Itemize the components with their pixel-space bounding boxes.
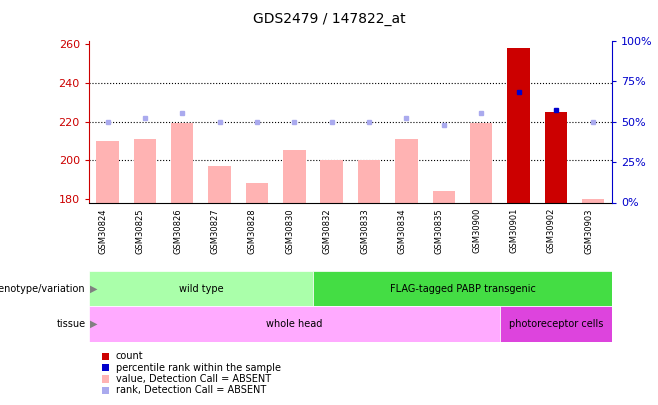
Text: ▶: ▶ [90, 284, 97, 294]
Bar [395, 139, 418, 202]
Bar [545, 112, 567, 202]
Bar [89, 306, 500, 342]
Text: GSM30902: GSM30902 [547, 208, 556, 254]
Text: tissue: tissue [57, 319, 86, 329]
Bar [96, 141, 118, 202]
Text: GSM30835: GSM30835 [435, 208, 443, 254]
Bar [432, 191, 455, 202]
Text: ▶: ▶ [90, 319, 97, 329]
Text: wild type: wild type [178, 284, 223, 294]
Bar [582, 198, 605, 202]
Text: count: count [116, 352, 143, 361]
Text: percentile rank within the sample: percentile rank within the sample [116, 363, 281, 373]
Bar [500, 306, 612, 342]
Bar [245, 183, 268, 202]
Text: GSM30828: GSM30828 [248, 208, 257, 254]
Text: GSM30830: GSM30830 [286, 208, 294, 254]
Text: rank, Detection Call = ABSENT: rank, Detection Call = ABSENT [116, 386, 266, 395]
Text: GSM30827: GSM30827 [211, 208, 220, 254]
Text: GSM30833: GSM30833 [360, 208, 369, 254]
Bar [134, 139, 156, 202]
Bar [313, 271, 612, 306]
Bar [358, 160, 380, 202]
Text: GSM30832: GSM30832 [322, 208, 332, 254]
Bar [507, 48, 530, 202]
Bar [89, 271, 313, 306]
Bar [283, 150, 305, 202]
Bar [209, 166, 231, 202]
Text: GSM30825: GSM30825 [136, 208, 145, 254]
Text: photoreceptor cells: photoreceptor cells [509, 319, 603, 329]
Text: GSM30903: GSM30903 [584, 208, 594, 254]
Bar [470, 124, 492, 202]
Text: GDS2479 / 147822_at: GDS2479 / 147822_at [253, 12, 405, 26]
Text: whole head: whole head [266, 319, 322, 329]
Text: GSM30834: GSM30834 [397, 208, 407, 254]
Text: FLAG-tagged PABP transgenic: FLAG-tagged PABP transgenic [390, 284, 536, 294]
Text: GSM30901: GSM30901 [509, 208, 519, 254]
Text: value, Detection Call = ABSENT: value, Detection Call = ABSENT [116, 374, 271, 384]
Bar [171, 124, 193, 202]
Bar [320, 160, 343, 202]
Text: GSM30826: GSM30826 [173, 208, 182, 254]
Text: GSM30900: GSM30900 [472, 208, 481, 254]
Text: GSM30824: GSM30824 [99, 208, 107, 254]
Text: genotype/variation: genotype/variation [0, 284, 86, 294]
